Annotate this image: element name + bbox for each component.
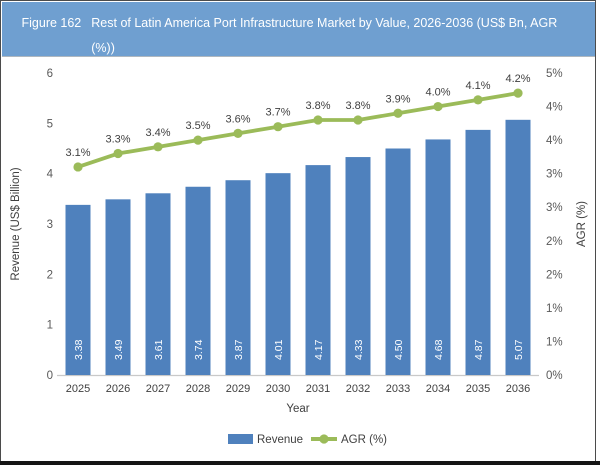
agr-point: [313, 115, 323, 125]
x-tick-label: 2028: [186, 383, 210, 395]
revenue-bar: [105, 199, 131, 375]
revenue-bar: [305, 165, 331, 375]
figure-frame: [0, 0, 596, 462]
x-tick-label: 2029: [226, 383, 250, 395]
bar-value-label: 5.07: [513, 339, 525, 360]
revenue-bar: [185, 186, 211, 375]
bar-value-label: 4.33: [353, 339, 365, 360]
agr-line: [77, 91, 519, 169]
x-tick-label: 2033: [386, 383, 410, 395]
x-axis-title: Year: [286, 403, 309, 415]
revenue-bar: [265, 173, 291, 375]
right-axis-tick-label: 0%: [546, 370, 563, 382]
bar-value-label: 3.49: [113, 339, 125, 360]
right-axis-tick-label: 4%: [546, 135, 563, 147]
revenue-bar: [505, 119, 531, 375]
right-axis-tick-label: 3%: [546, 169, 563, 181]
revenue-bar: [465, 129, 491, 375]
right-axis-tick-label: 2%: [546, 269, 563, 281]
x-tick-label: 2031: [306, 383, 330, 395]
x-tick-label: 2027: [146, 383, 170, 395]
revenue-bar: [225, 180, 251, 375]
right-axis-tick-label: 4%: [546, 102, 563, 114]
x-tick-label: 2035: [466, 383, 490, 395]
agr-value-label: 3.3%: [105, 134, 130, 146]
right-axis-tick-label: 2%: [546, 236, 563, 248]
bar-value-label: 3.74: [193, 339, 205, 360]
revenue-bar: [425, 139, 451, 375]
agr-value-label: 4.2%: [505, 73, 530, 85]
figure-title: Rest of Latin America Port Infrastructur…: [91, 15, 558, 55]
left-axis-tick-label: 6: [47, 68, 53, 80]
y-axis-title: Revenue (US$ Billion): [10, 167, 22, 280]
right-axis-tick-label: 1%: [546, 303, 563, 315]
x-tick-label: 2032: [346, 383, 370, 395]
agr-point: [233, 128, 243, 138]
agr-point: [113, 148, 123, 159]
bar-value-label: 4.87: [473, 339, 485, 360]
agr-point: [433, 101, 443, 112]
agr-point: [473, 95, 483, 105]
agr-value-label: 4.0%: [425, 87, 450, 99]
left-axis-tick-label: 4: [47, 169, 54, 181]
right-axis-tick-label: 1%: [546, 336, 563, 348]
left-axis-tick-label: 0: [47, 370, 53, 382]
agr-value-label: 3.7%: [265, 107, 290, 119]
bar-value-label: 3.87: [233, 339, 245, 360]
x-tick-label: 2036: [506, 383, 530, 395]
agr-point: [513, 88, 523, 98]
agr-value-label: 3.8%: [345, 100, 370, 112]
left-axis-tick-label: 2: [47, 269, 53, 281]
agr-value-label: 3.9%: [385, 93, 410, 105]
legend-label-revenue: Revenue: [257, 434, 303, 446]
bar-value-label: 4.50: [393, 339, 405, 360]
x-tick-label: 2030: [266, 383, 290, 395]
revenue-bar: [385, 148, 411, 375]
bar-value-label: 3.38: [73, 339, 85, 360]
legend-swatch-revenue: [228, 434, 253, 444]
agr-point: [153, 142, 163, 152]
agr-point: [393, 108, 403, 118]
figure-number: Figure 162: [21, 15, 82, 30]
legend-marker-agr: [319, 434, 329, 444]
agr-value-label: 3.6%: [225, 113, 250, 125]
agr-value-label: 4.1%: [465, 80, 490, 92]
right-axis-tick-label: 5%: [546, 68, 563, 80]
left-axis-tick-label: 1: [47, 320, 53, 332]
left-axis-tick-label: 3: [47, 219, 53, 231]
revenue-bar: [65, 204, 91, 375]
revenue-bar: [145, 193, 171, 375]
x-tick-label: 2026: [106, 383, 130, 395]
bar-value-label: 4.68: [433, 339, 445, 360]
x-tick-label: 2034: [426, 383, 450, 395]
x-tick-label: 2025: [66, 383, 90, 395]
bar-value-label: 4.01: [273, 339, 285, 360]
agr-value-label: 3.4%: [145, 127, 170, 139]
agr-point: [273, 122, 283, 132]
agr-point: [353, 115, 363, 125]
bar-value-label: 4.17: [313, 339, 325, 360]
bar-value-label: 3.61: [153, 339, 165, 360]
left-axis-tick-label: 5: [47, 118, 53, 130]
agr-point: [73, 162, 83, 172]
agr-value-label: 3.1%: [65, 147, 90, 159]
agr-point: [193, 135, 203, 145]
y2-axis-title: AGR (%): [576, 201, 588, 247]
legend-label-agr: AGR (%): [341, 434, 387, 446]
figure-bottom-rule: [0, 461, 600, 465]
agr-value-label: 3.8%: [305, 100, 330, 112]
revenue-bar: [345, 157, 371, 375]
agr-value-label: 3.5%: [185, 120, 210, 132]
figure-header: Figure 162 Rest of Latin America Port In…: [1, 1, 595, 57]
right-axis-tick-label: 3%: [546, 202, 563, 214]
